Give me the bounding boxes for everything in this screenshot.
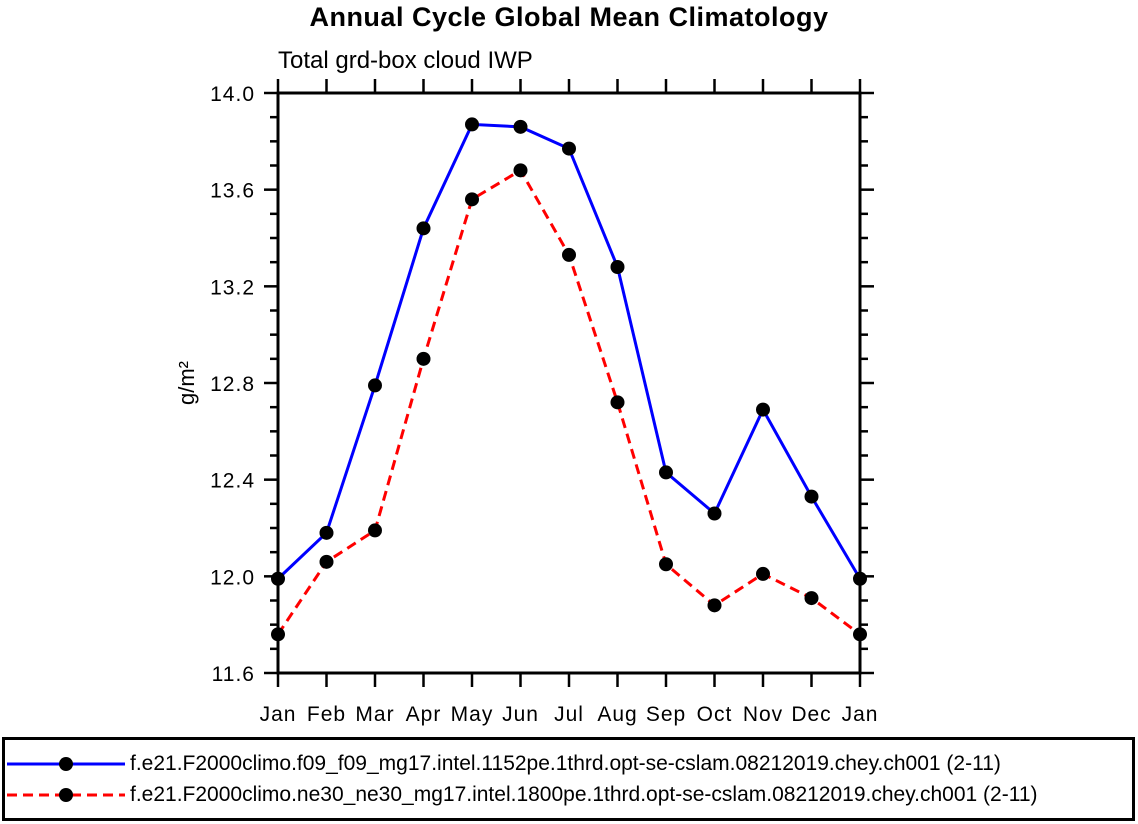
legend-item-f09: f.e21.F2000climo.f09_f09_mg17.intel.1152… [5,748,1132,779]
data-point-marker [319,554,334,569]
data-point-marker [756,566,770,581]
x-tick-label: Sep [646,703,686,726]
data-point-marker [756,402,770,417]
legend-line-sample-ne30 [7,787,125,802]
data-point-marker [416,221,431,236]
data-point-marker [319,525,334,540]
x-tick-label: Jan [260,703,297,726]
x-tick-label: Jun [502,703,539,726]
data-point-marker [804,489,819,504]
y-tick-label: 12.8 [210,373,255,396]
x-tick-labels: Jan Feb Mar Apr May Jun Jul Aug Sep Oct Nov Dec Jan [260,703,879,726]
axis-ticks [264,79,874,687]
plot-frame-rect [276,91,862,675]
y-axis-label: g/m² [174,361,199,405]
y-tick-label: 12.0 [210,566,255,589]
data-point-marker [416,351,431,366]
y-tick-label: 11.6 [212,663,255,686]
data-point-marker [465,192,479,207]
y-tick-labels: 11.6 12.0 12.4 12.8 13.2 13.6 14.0 [210,83,255,686]
legend-item-ne30: f.e21.F2000climo.ne30_ne30_mg17.intel.18… [5,779,1132,810]
legend: f.e21.F2000climo.f09_f09_mg17.intel.1152… [2,737,1135,821]
data-point-marker [610,260,625,274]
y-tick-label: 13.6 [210,180,255,203]
series-f09 [271,117,867,586]
data-point-marker [659,557,673,572]
plot-frame [276,91,862,675]
climatology-chart: Annual Cycle Global Mean Climatology Tot… [174,2,879,726]
series-line [276,122,862,580]
data-point-marker [562,247,576,262]
legend-sample-marker [59,756,73,771]
x-tick-label: Jan [842,703,879,726]
x-tick-label: Feb [307,703,346,726]
data-point-marker [368,523,382,538]
series-line [276,168,861,636]
data-point-marker [610,395,625,410]
series-ne30 [271,163,867,642]
x-tick-label: Mar [355,703,394,726]
x-tick-label: Oct [697,703,733,726]
data-point-marker [465,117,479,132]
x-tick-label: Aug [597,703,637,726]
data-point-marker [513,163,528,178]
data-point-marker [513,119,528,134]
legend-line-sample-f09 [7,756,125,771]
data-point-marker [707,598,722,613]
y-tick-label: 14.0 [210,83,255,106]
legend-sample-marker [59,787,73,802]
x-tick-label: Apr [406,703,442,726]
legend-label-ne30: f.e21.F2000climo.ne30_ne30_mg17.intel.18… [130,782,1038,806]
x-tick-label: Nov [743,703,783,726]
chart-title: Annual Cycle Global Mean Climatology [309,2,828,32]
data-point-marker [659,465,673,480]
chart-subtitle: Total grd-box cloud IWP [278,47,533,74]
data-point-marker [707,506,722,521]
y-tick-label: 12.4 [210,470,255,493]
x-tick-label: Dec [791,703,831,726]
x-tick-label: Jul [554,703,584,726]
data-point-marker [562,141,576,156]
data-point-marker [368,378,382,393]
data-point-marker [804,591,819,606]
x-tick-label: May [451,703,494,726]
y-tick-label: 13.2 [210,276,255,299]
legend-label-f09: f.e21.F2000climo.f09_f09_mg17.intel.1152… [130,751,1001,775]
